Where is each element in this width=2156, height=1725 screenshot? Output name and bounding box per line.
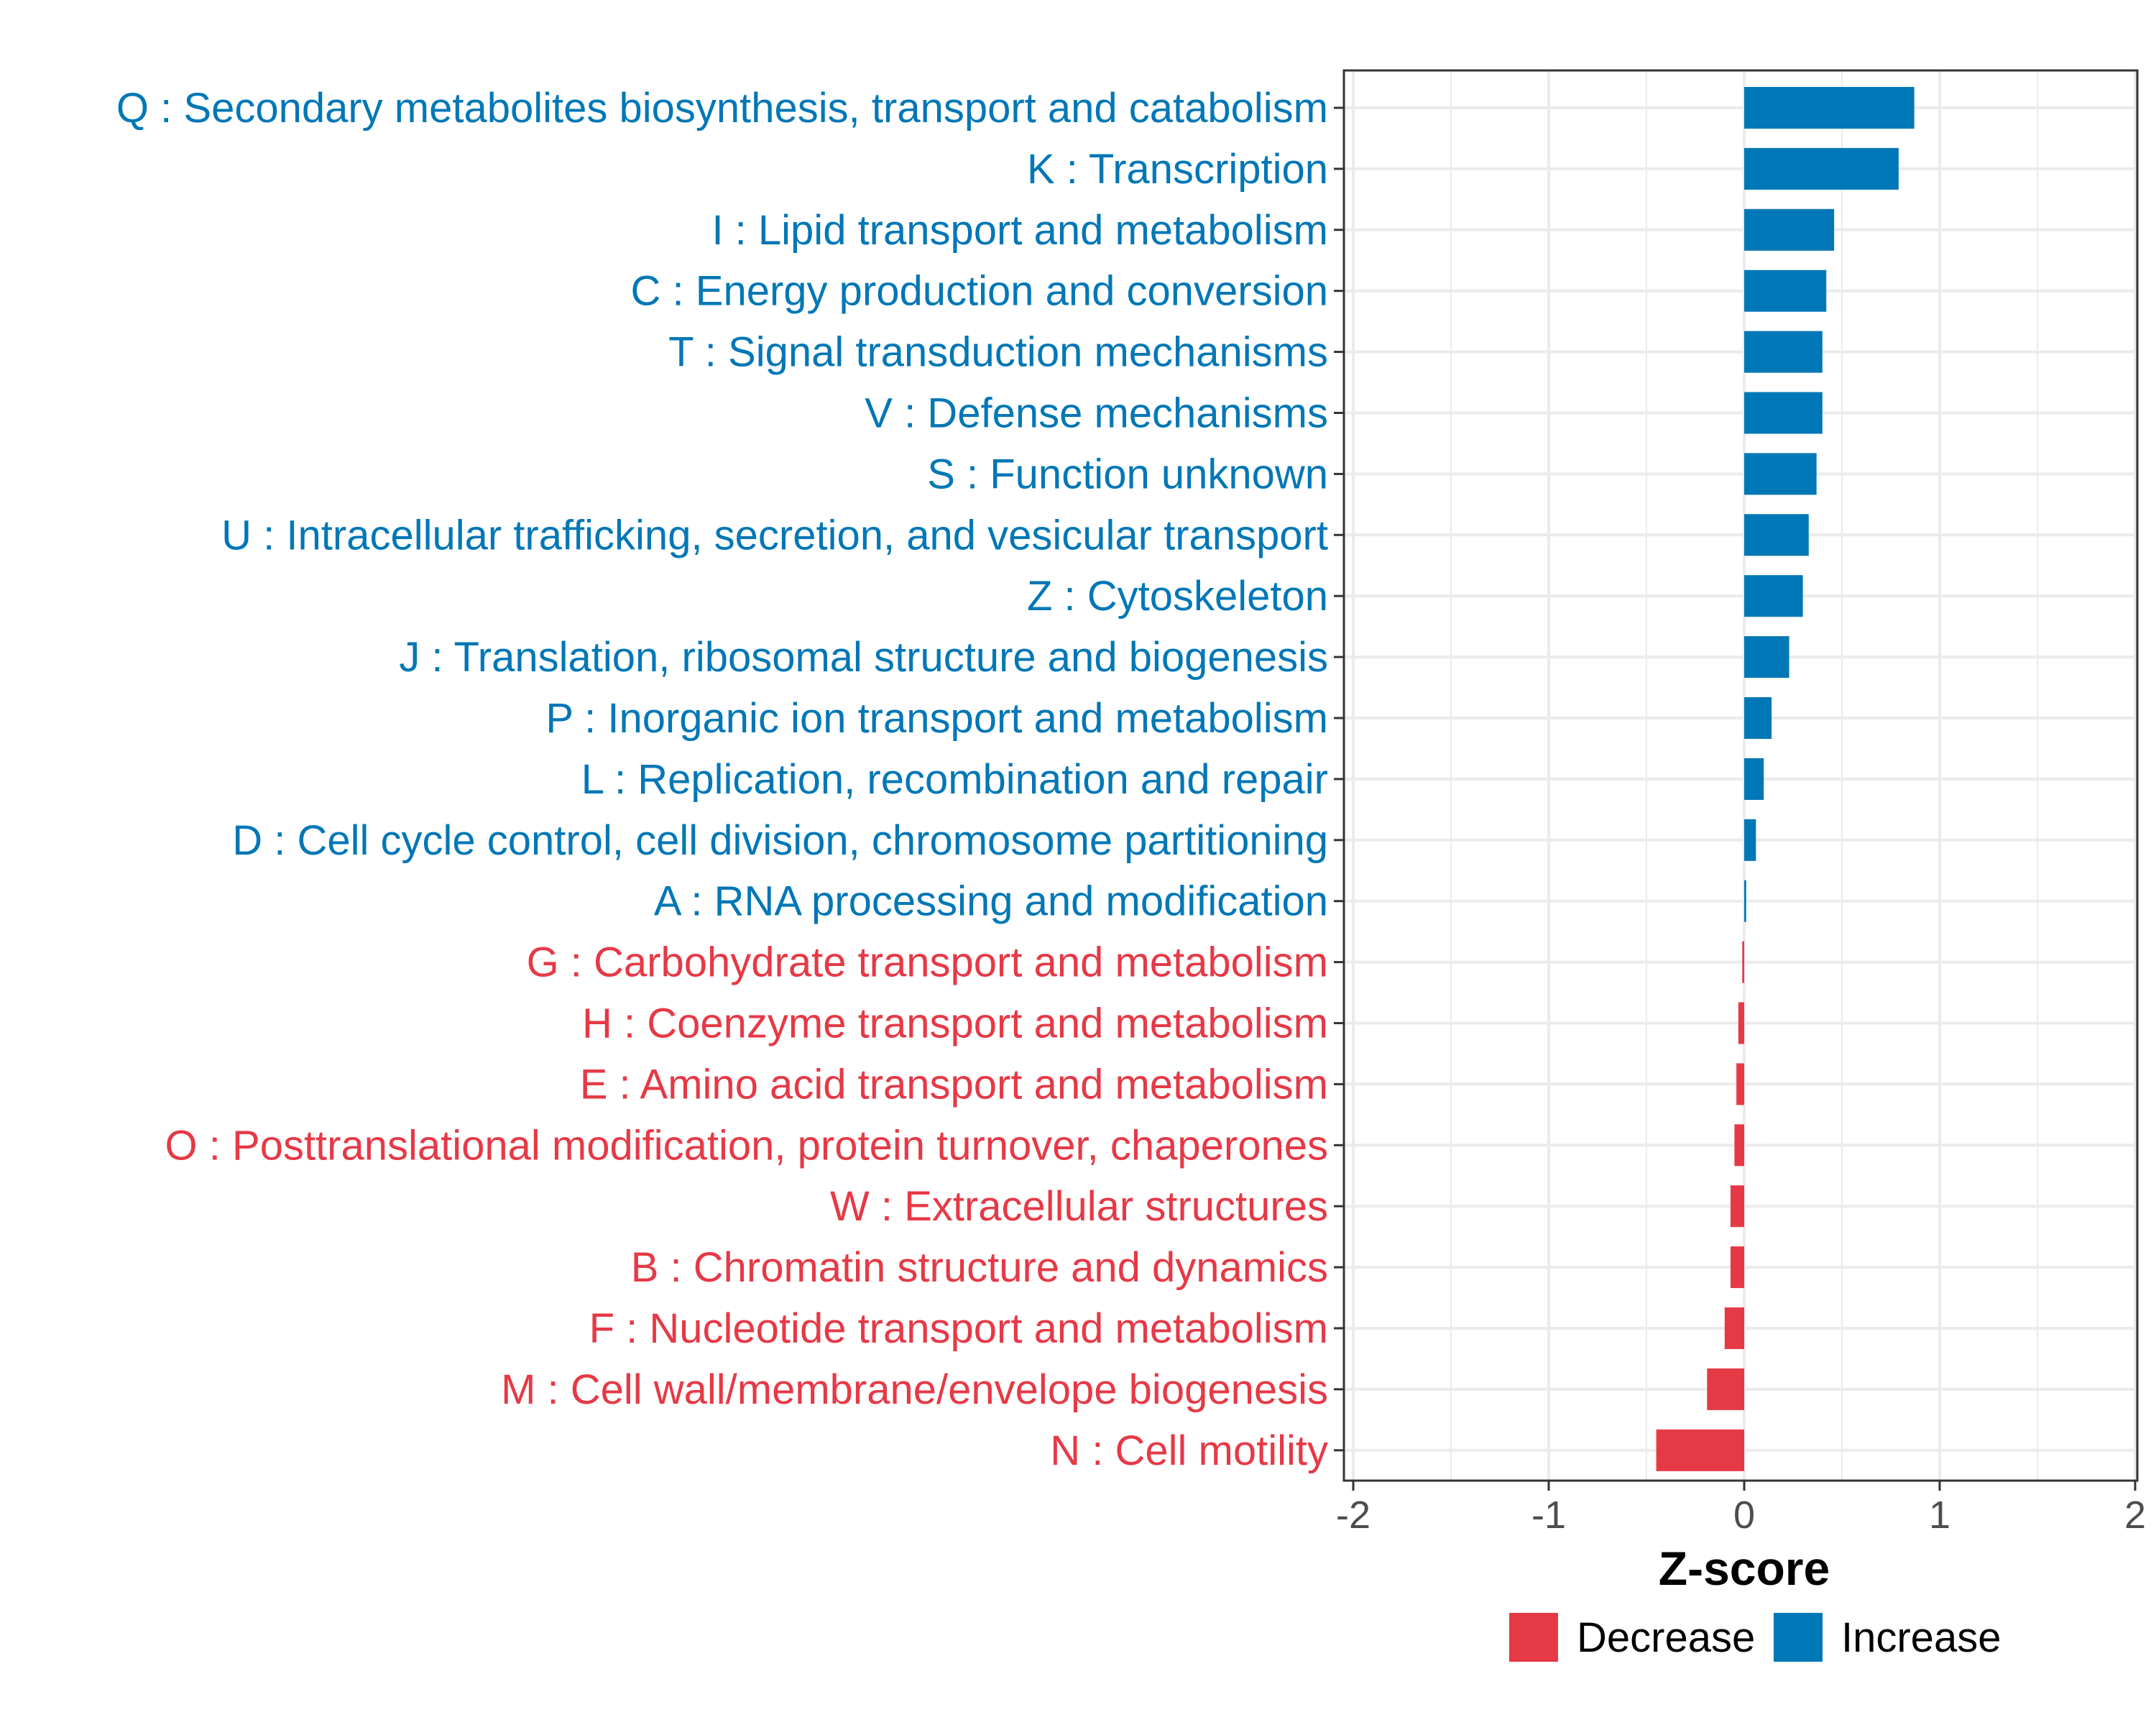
category-labels: Q : Secondary metabolites biosynthesis, … (116, 85, 1328, 1474)
bar (1744, 147, 1899, 190)
x-tick-label: -2 (1336, 1494, 1370, 1537)
bar (1656, 1429, 1744, 1471)
bar (1734, 1124, 1744, 1167)
category-label: W : Extracellular structures (830, 1183, 1328, 1230)
category-label: E : Amino acid transport and metabolism (580, 1061, 1328, 1108)
category-label: G : Carbohydrate transport and metabolis… (527, 939, 1328, 986)
bar (1744, 453, 1817, 495)
bar (1744, 758, 1764, 800)
legend-swatch (1774, 1613, 1823, 1662)
bar (1707, 1368, 1744, 1410)
category-label: B : Chromatin structure and dynamics (631, 1244, 1328, 1291)
x-tick-label: -1 (1531, 1494, 1566, 1537)
x-tick-label: 1 (1929, 1494, 1950, 1537)
category-label: A : RNA processing and modification (654, 878, 1328, 925)
bar (1744, 636, 1789, 678)
bar (1744, 819, 1756, 861)
x-tick-label: 2 (2124, 1494, 2146, 1537)
legend: Decrease Increase (1509, 1613, 2001, 1662)
category-label: L : Replication, recombination and repai… (581, 756, 1328, 803)
bar (1744, 514, 1809, 556)
bar (1744, 270, 1827, 312)
category-label: S : Function unknown (927, 451, 1328, 497)
bar (1744, 208, 1835, 251)
category-label: N : Cell motility (1050, 1427, 1328, 1474)
bar (1744, 575, 1803, 617)
bar (1738, 1002, 1744, 1044)
category-label: O : Posttranslational modification, prot… (165, 1122, 1328, 1169)
category-label: T : Signal transduction mechanisms (668, 329, 1328, 376)
category-label: Q : Secondary metabolites biosynthesis, … (116, 85, 1328, 132)
bar (1744, 392, 1823, 434)
bar (1742, 941, 1744, 983)
category-label: Z : Cytoskeleton (1027, 573, 1328, 620)
category-label: P : Inorganic ion transport and metaboli… (545, 695, 1328, 742)
legend-label: Increase (1841, 1614, 2001, 1661)
category-label: I : Lipid transport and metabolism (711, 207, 1328, 254)
bar (1730, 1246, 1744, 1289)
bar (1744, 697, 1772, 739)
x-tick-label: 0 (1733, 1494, 1755, 1537)
bar (1744, 87, 1915, 129)
category-label: F : Nucleotide transport and metabolism (589, 1305, 1328, 1352)
category-label: D : Cell cycle control, cell division, c… (232, 817, 1328, 864)
legend-swatch (1509, 1613, 1558, 1662)
category-label: V : Defense mechanisms (865, 390, 1328, 437)
legend-label: Decrease (1577, 1614, 1755, 1661)
category-label: K : Transcription (1027, 146, 1328, 193)
x-axis-title: Z-score (1659, 1542, 1830, 1595)
bar (1744, 880, 1746, 922)
bars (1656, 87, 1915, 1471)
category-label: U : Intracellular trafficking, secretion… (221, 512, 1328, 558)
bar (1730, 1185, 1744, 1228)
bar (1736, 1063, 1744, 1105)
plot-panel-border (1342, 69, 2139, 1482)
y-axis-ticks (1334, 106, 1344, 1452)
category-label: C : Energy production and conversion (631, 268, 1328, 315)
category-label: H : Coenzyme transport and metabolism (582, 1000, 1328, 1047)
x-axis: -2 -1 0 1 2 (1336, 1481, 2146, 1537)
bar (1744, 331, 1823, 373)
category-label: M : Cell wall/membrane/envelope biogenes… (501, 1366, 1328, 1413)
bar (1724, 1307, 1744, 1349)
category-label: J : Translation, ribosomal structure and… (399, 634, 1328, 681)
